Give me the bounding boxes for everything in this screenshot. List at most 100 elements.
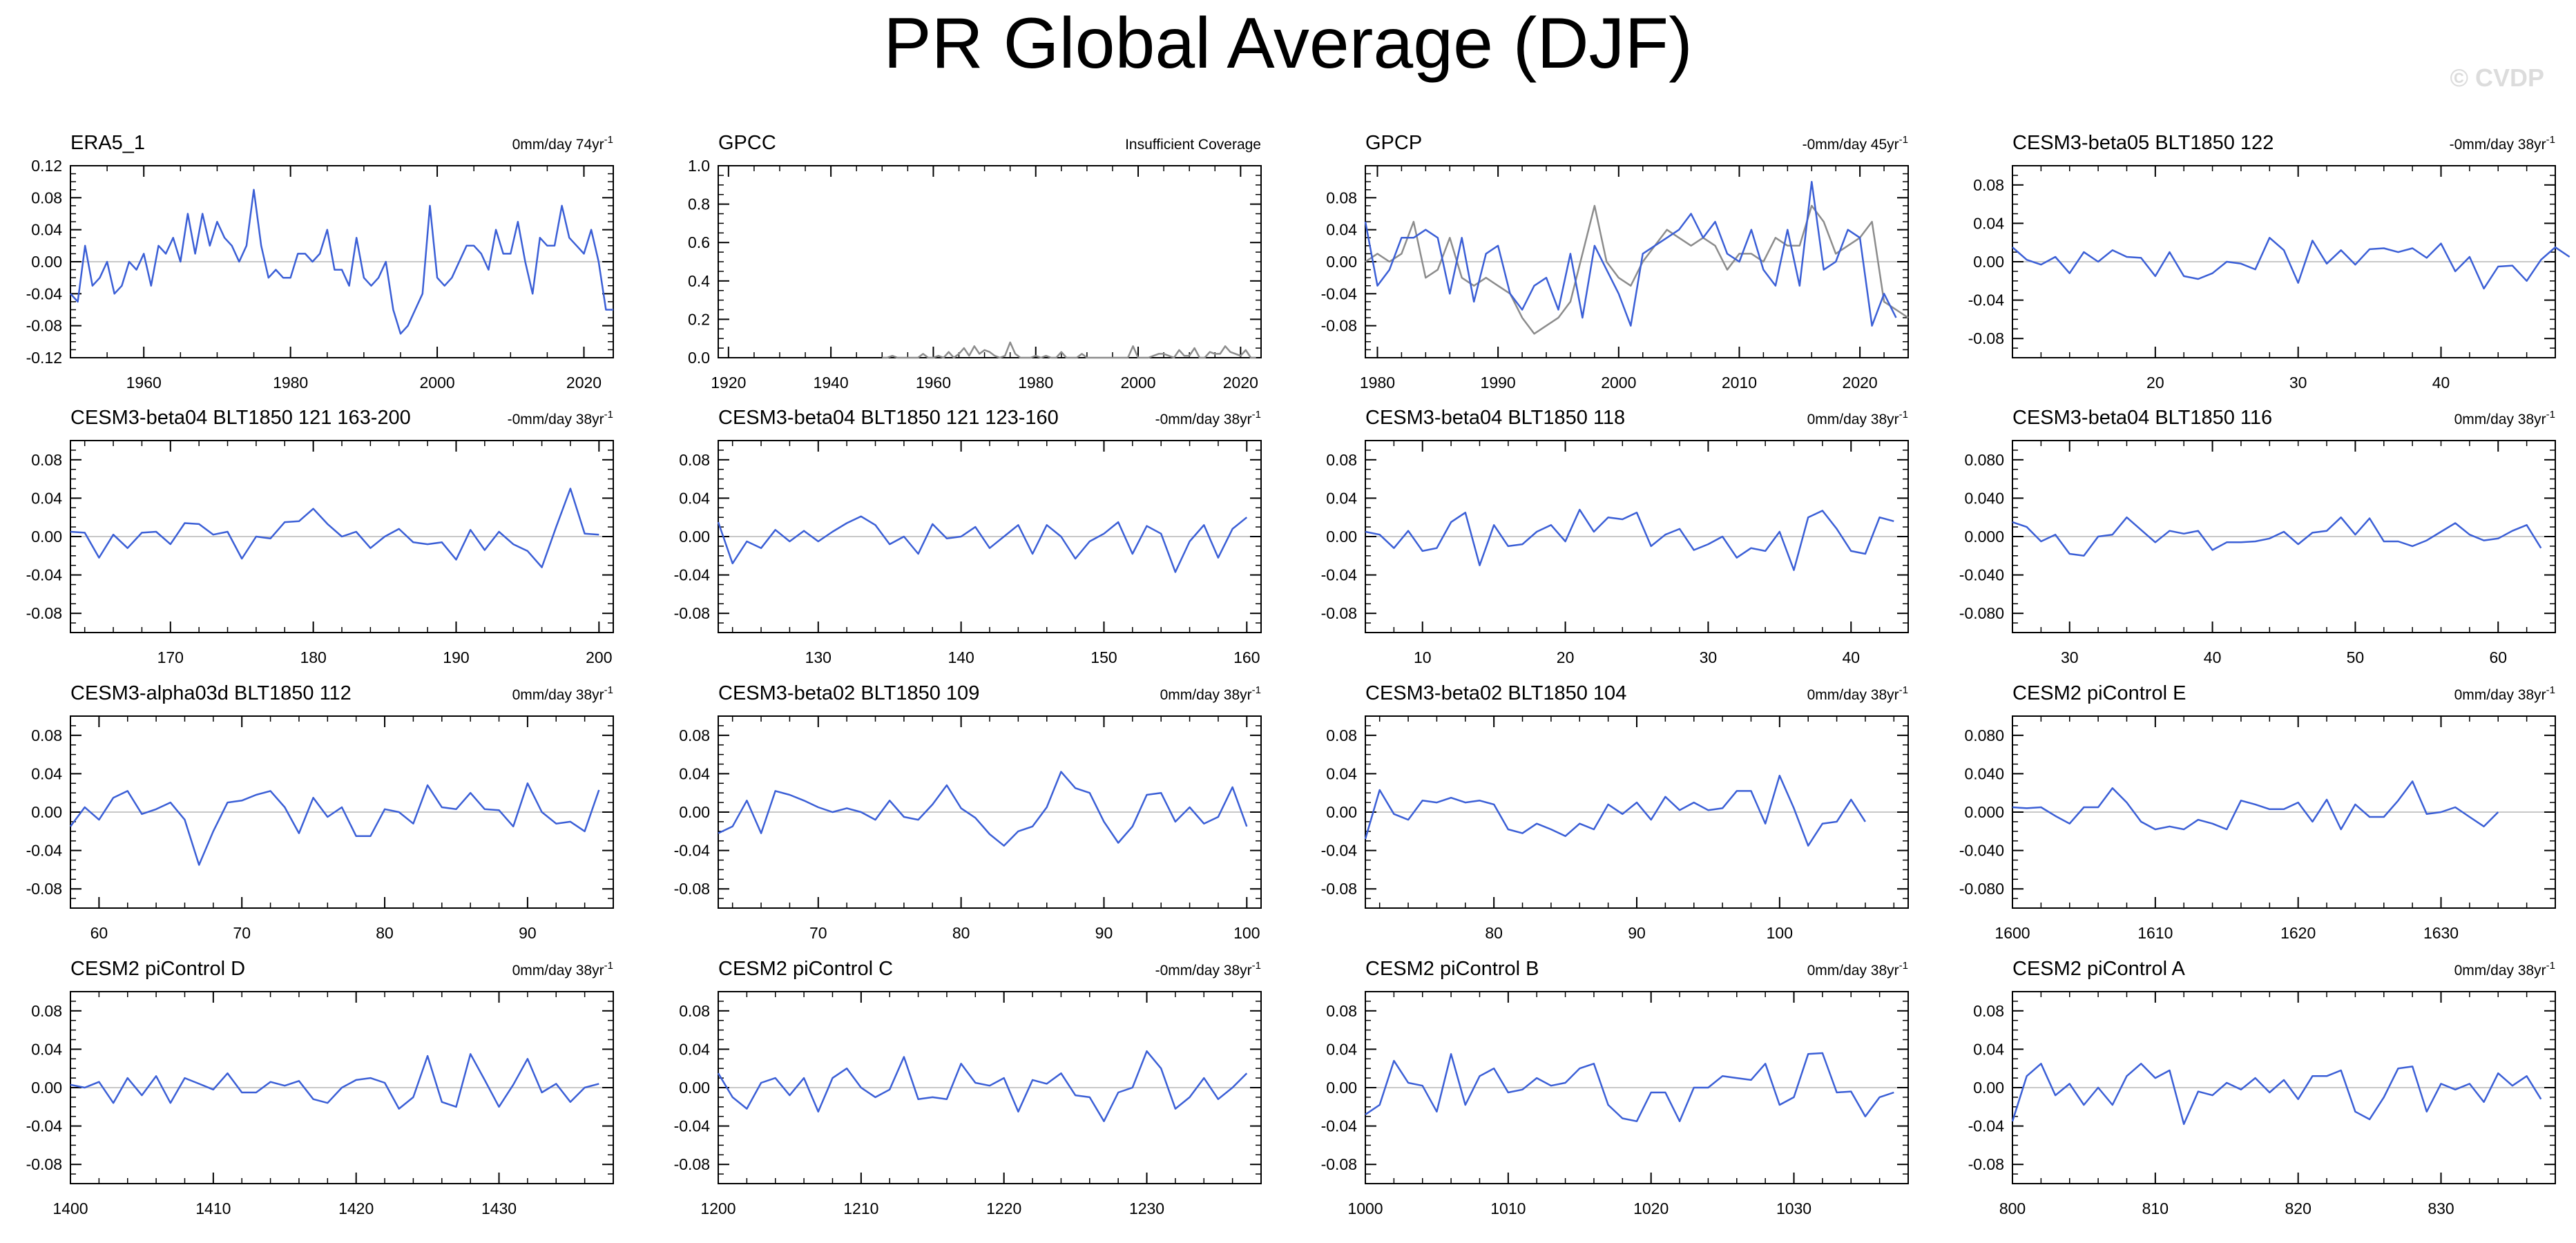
y-tick-label: -0.04 <box>1321 842 1358 860</box>
panel-title: CESM2 piControl B <box>1365 958 1539 980</box>
y-tick-label: -0.04 <box>674 1117 711 1135</box>
x-tick-label: 800 <box>1999 1199 2026 1217</box>
y-tick-label: 0.2 <box>688 310 710 328</box>
x-tick-label: 100 <box>1767 924 1793 942</box>
trend-label: -0mm/day 38yr-1 <box>1155 409 1261 427</box>
panel-1: 1960 1980 2000 2020 -0.12 -0.08 -0.04 0.00 0.04 0… <box>26 132 614 392</box>
y-tick-label: -0.040 <box>1959 566 2004 584</box>
y-tick-label: 0.08 <box>31 451 62 469</box>
x-tick-label: 810 <box>2142 1199 2169 1217</box>
panel-title: CESM2 piControl E <box>2012 682 2186 704</box>
trend-label: 0mm/day 74yr-1 <box>512 134 613 153</box>
y-tick-label: 0.04 <box>31 764 62 782</box>
trend-label: 0mm/day 38yr-1 <box>1807 960 1908 979</box>
trend-label: -0mm/day 38yr-1 <box>2450 134 2555 153</box>
x-tick-label: 2020 <box>1223 374 1258 392</box>
x-tick-label: 80 <box>376 924 394 942</box>
panel-4: 20 30 40 -0.08 -0.04 0.00 0.04 0.08 CESM3-beta05… <box>1968 132 2570 392</box>
series-line-1 <box>718 771 1248 847</box>
y-tick-label: -0.08 <box>26 317 62 335</box>
y-tick-label: 0.00 <box>679 1079 710 1097</box>
x-tick-label: 90 <box>1095 924 1113 942</box>
trend-label: 0mm/day 38yr-1 <box>2454 409 2555 427</box>
series-line-1 <box>1365 204 1909 335</box>
y-tick-label: 0.040 <box>1964 489 2004 507</box>
panel-title: CESM3-beta02 BLT1850 109 <box>718 682 979 704</box>
y-tick-label: 0.08 <box>679 726 710 744</box>
y-tick-label: 0.00 <box>1326 803 1357 821</box>
y-tick-label: 0.08 <box>679 1002 710 1020</box>
y-tick-label: -0.04 <box>674 842 711 860</box>
series-line-1 <box>2011 1063 2542 1126</box>
x-tick-label: 90 <box>1628 924 1646 942</box>
x-tick-label: 20 <box>1557 648 1575 666</box>
x-tick-label: 70 <box>233 924 251 942</box>
x-tick-label: 20 <box>2146 374 2164 392</box>
series-line-1 <box>2012 780 2499 831</box>
y-tick-label: 0.0 <box>688 349 710 367</box>
y-tick-label: 0.08 <box>1326 451 1357 469</box>
panel-title: CESM2 piControl A <box>2012 958 2185 980</box>
panel-title: CESM3-beta04 BLT1850 121 123-160 <box>718 407 1059 429</box>
y-tick-label: 0.04 <box>1326 1040 1357 1058</box>
y-tick-label: -0.08 <box>1968 329 2004 347</box>
series-line-1 <box>69 782 600 866</box>
x-tick-label: 1410 <box>195 1199 231 1217</box>
x-tick-label: 1600 <box>1995 924 2030 942</box>
x-tick-label: 80 <box>1485 924 1503 942</box>
panel-title: CESM3-beta05 BLT1850 122 <box>2012 132 2274 154</box>
x-tick-label: 1030 <box>1776 1199 1811 1217</box>
y-tick-label: 0.00 <box>1973 1079 2004 1097</box>
x-tick-label: 90 <box>519 924 537 942</box>
trend-label: 0mm/day 38yr-1 <box>1807 684 1908 703</box>
y-tick-label: 0.08 <box>1973 1002 2004 1020</box>
x-tick-label: 70 <box>809 924 827 942</box>
y-tick-label: 0.04 <box>1973 1040 2004 1058</box>
panel-title: GPCC <box>718 132 776 154</box>
y-tick-label: 0.08 <box>31 1002 62 1020</box>
x-tick-label: 80 <box>952 924 970 942</box>
y-tick-label: -0.04 <box>1321 1117 1358 1135</box>
y-tick-label: 0.04 <box>1326 489 1357 507</box>
x-tick-label: 170 <box>157 648 184 666</box>
x-tick-label: 1420 <box>338 1199 374 1217</box>
x-tick-label: 2010 <box>1722 374 1757 392</box>
panel-15: 1000 1010 1020 1030 -0.08 -0.04 0.00 0.04 0.08 CE… <box>1321 958 1909 1217</box>
x-tick-label: 1010 <box>1490 1199 1526 1217</box>
y-tick-label: 0.080 <box>1964 726 2004 744</box>
y-tick-label: 0.04 <box>31 1040 62 1058</box>
trend-label: -0mm/day 38yr-1 <box>508 409 613 427</box>
y-tick-label: -0.040 <box>1959 842 2004 860</box>
y-tick-label: -0.08 <box>26 880 62 898</box>
y-tick-label: 0.12 <box>31 157 62 175</box>
y-tick-label: -0.04 <box>1968 1117 2005 1135</box>
panel-title: CESM3-beta04 BLT1850 121 163-200 <box>70 407 411 429</box>
y-tick-label: -0.08 <box>1321 1155 1357 1173</box>
y-tick-label: -0.04 <box>1968 291 2005 309</box>
y-tick-label: 0.04 <box>1326 221 1357 239</box>
y-tick-label: 0.04 <box>1326 764 1357 782</box>
trend-label: -0mm/day 38yr-1 <box>1155 960 1261 979</box>
y-tick-label: 0.00 <box>1326 528 1357 546</box>
y-tick-label: -0.08 <box>674 880 710 898</box>
panel-title: CESM2 piControl C <box>718 958 893 980</box>
y-tick-label: 1.0 <box>688 157 710 175</box>
y-tick-label: 0.08 <box>1326 189 1357 206</box>
x-tick-label: 820 <box>2285 1199 2311 1217</box>
y-tick-label: -0.08 <box>1321 604 1357 622</box>
panel-title: CESM3-alpha03d BLT1850 112 <box>70 682 352 704</box>
panel-5: 170 180 190 200 -0.08 -0.04 0.00 0.04 0.08 CESM3-… <box>26 407 614 666</box>
panel-7: 10 20 30 40 -0.08 -0.04 0.00 0.04 0.08 CESM3-beta… <box>1321 407 1909 666</box>
y-tick-label: 0.08 <box>679 451 710 469</box>
series-line-1 <box>70 189 613 335</box>
trend-label: 0mm/day 38yr-1 <box>512 684 613 703</box>
panel-2: 1920 1940 1960 1980 2000 2020 0.0 0.2 0.4 0.6 0.8 1… <box>688 132 1262 392</box>
x-tick-label: 40 <box>2204 648 2222 666</box>
plot-frame <box>718 165 1262 358</box>
y-tick-label: 0.04 <box>31 489 62 507</box>
y-tick-label: 0.8 <box>688 195 710 213</box>
y-tick-label: -0.08 <box>1321 317 1357 335</box>
y-tick-label: 0.08 <box>31 726 62 744</box>
x-tick-label: 1200 <box>700 1199 736 1217</box>
